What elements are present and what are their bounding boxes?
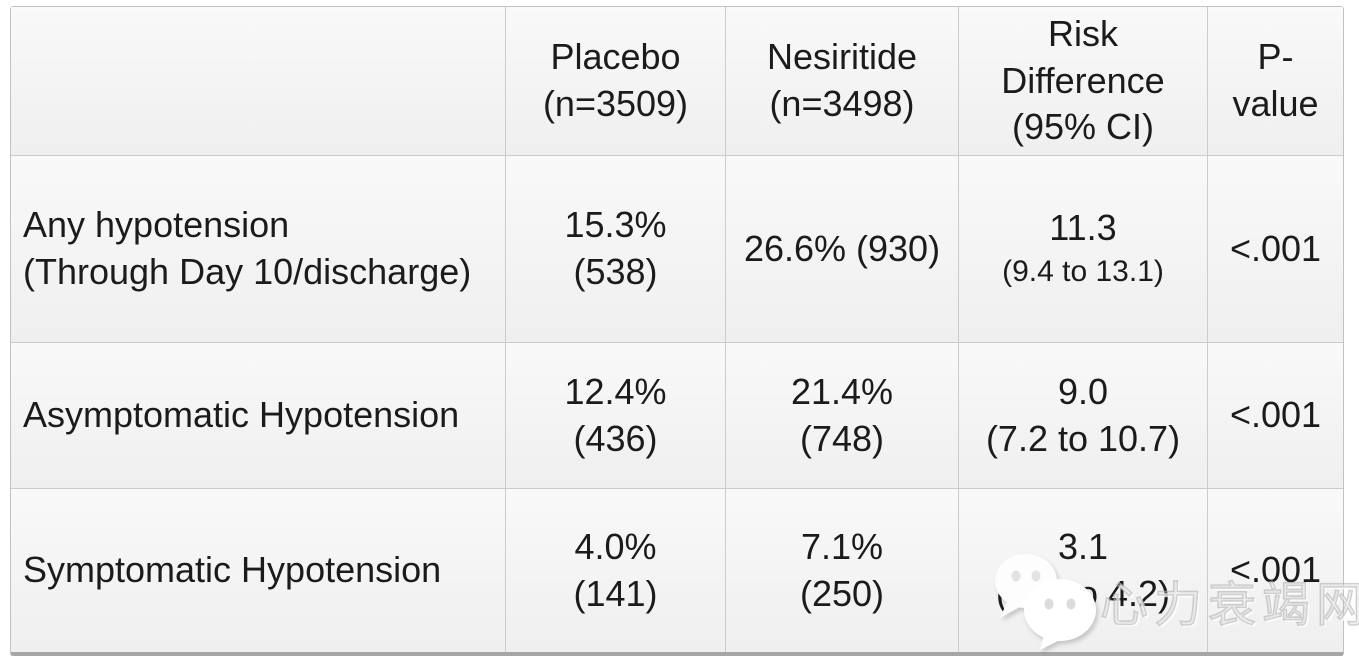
cell-asymptomatic-p-value: <.001 [1208, 343, 1343, 489]
header-cell-risk-difference: Risk Difference (95% CI) [959, 7, 1208, 156]
risk-estimate: 9.0 [1057, 370, 1109, 412]
row-label-symptomatic-hypotension: Symptomatic Hypotension [11, 489, 506, 652]
cell-any-placebo: 15.3% (538) [506, 156, 726, 343]
header-cell-p-value: P- value [1208, 7, 1343, 156]
cell-asymptomatic-risk-difference: 9.0 (7.2 to 10.7) [959, 343, 1208, 489]
cell-asymptomatic-placebo: 12.4% (436) [506, 343, 726, 489]
cell-any-p-value: <.001 [1208, 156, 1343, 343]
risk-confidence-interval: (9.4 to 13.1) [1002, 255, 1164, 289]
risk-confidence-interval: (2.1 to 4.2) [995, 572, 1171, 614]
row-label-any-hypotension: Any hypotension (Through Day 10/discharg… [11, 156, 506, 343]
risk-estimate: 11.3 [1049, 207, 1117, 249]
risk-confidence-interval: (7.2 to 10.7) [985, 417, 1181, 459]
cell-asymptomatic-nesiritide: 21.4% (748) [726, 343, 959, 489]
results-table: Placebo (n=3509) Nesiritide (n=3498) Ris… [10, 6, 1344, 656]
risk-estimate: 3.1 [1057, 525, 1109, 567]
header-cell-blank [11, 7, 506, 156]
header-cell-placebo: Placebo (n=3509) [506, 7, 726, 156]
cell-any-risk-difference: 11.3 (9.4 to 13.1) [959, 156, 1208, 343]
row-label-asymptomatic-hypotension: Asymptomatic Hypotension [11, 343, 506, 489]
cell-symptomatic-p-value: <.001 [1208, 489, 1343, 652]
header-cell-nesiritide: Nesiritide (n=3498) [726, 7, 959, 156]
cell-symptomatic-placebo: 4.0% (141) [506, 489, 726, 652]
cell-symptomatic-nesiritide: 7.1% (250) [726, 489, 959, 652]
cell-any-nesiritide: 26.6% (930) [726, 156, 959, 343]
cell-symptomatic-risk-difference: 3.1 (2.1 to 4.2) [959, 489, 1208, 652]
